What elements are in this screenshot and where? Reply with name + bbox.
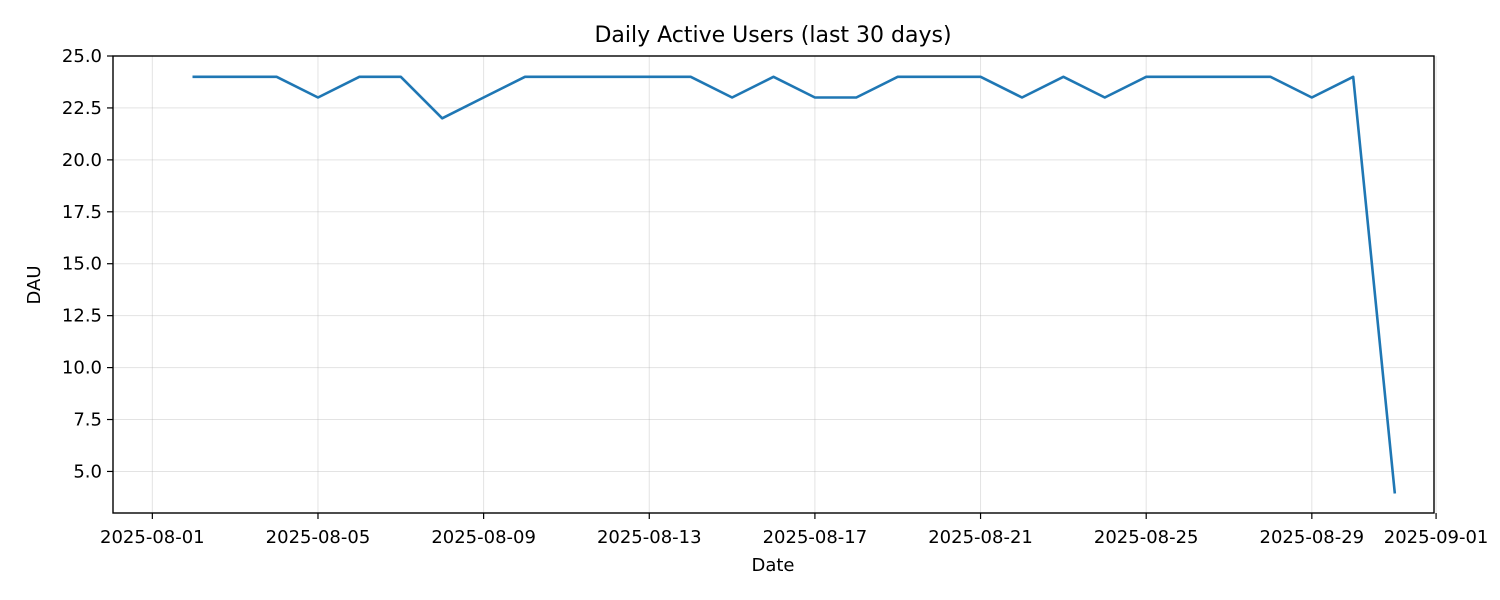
series-line-dau <box>192 75 1397 494</box>
y-tick-label: 25.0 <box>62 46 102 67</box>
y-tick-label: 17.5 <box>62 202 102 223</box>
grid <box>113 55 1437 513</box>
data-point <box>896 75 900 79</box>
y-axis-label: DAU <box>24 265 45 304</box>
y-tick-label: 7.5 <box>73 410 102 431</box>
y-tick-label: 12.5 <box>62 306 102 327</box>
data-point <box>772 75 776 79</box>
y-tick-label: 20.0 <box>62 150 102 171</box>
chart-title: Daily Active Users (last 30 days) <box>594 23 951 48</box>
x-tick-label: 2025-09-01 <box>1384 527 1489 548</box>
series-layer <box>192 75 1397 494</box>
data-point <box>937 75 941 79</box>
data-point <box>606 75 610 79</box>
y-tick-label: 15.0 <box>62 254 102 275</box>
x-tick-label: 2025-08-29 <box>1260 527 1365 548</box>
data-point <box>647 75 651 79</box>
data-point <box>192 75 196 79</box>
data-point <box>1186 75 1190 79</box>
data-point <box>1020 96 1024 100</box>
x-tick-label: 2025-08-01 <box>100 527 205 548</box>
data-point <box>233 75 237 79</box>
data-point <box>1061 75 1065 79</box>
x-tick-label: 2025-08-17 <box>763 527 868 548</box>
data-point <box>482 96 486 100</box>
data-point <box>523 75 527 79</box>
x-axis-label: Date <box>751 555 794 576</box>
x-tick-label: 2025-08-25 <box>1094 527 1199 548</box>
data-point <box>399 75 403 79</box>
data-point <box>1103 96 1107 100</box>
data-point <box>1227 75 1231 79</box>
data-point <box>813 96 817 100</box>
data-point <box>440 116 444 120</box>
data-point <box>1351 75 1355 79</box>
y-tick-label: 22.5 <box>62 98 102 119</box>
data-point <box>1144 75 1148 79</box>
x-tick-label: 2025-08-21 <box>928 527 1033 548</box>
data-point <box>1268 75 1272 79</box>
data-point <box>275 75 279 79</box>
y-tick-label: 5.0 <box>73 461 102 482</box>
y-tick-label: 10.0 <box>62 358 102 379</box>
plot-frame <box>112 55 1435 514</box>
data-point <box>1393 490 1397 494</box>
data-point <box>1310 96 1314 100</box>
data-point <box>730 96 734 100</box>
x-tick-label: 2025-08-09 <box>431 527 536 548</box>
data-point <box>564 75 568 79</box>
axis-ticks: 2025-08-01 2025-08-05 2025-08-09 2025-08-13… <box>62 46 1488 548</box>
x-tick-label: 2025-08-05 <box>266 527 371 548</box>
data-point <box>689 75 693 79</box>
data-point <box>357 75 361 79</box>
x-tick-label: 2025-08-13 <box>597 527 702 548</box>
data-point <box>979 75 983 79</box>
data-point <box>854 96 858 100</box>
data-point <box>316 96 320 100</box>
